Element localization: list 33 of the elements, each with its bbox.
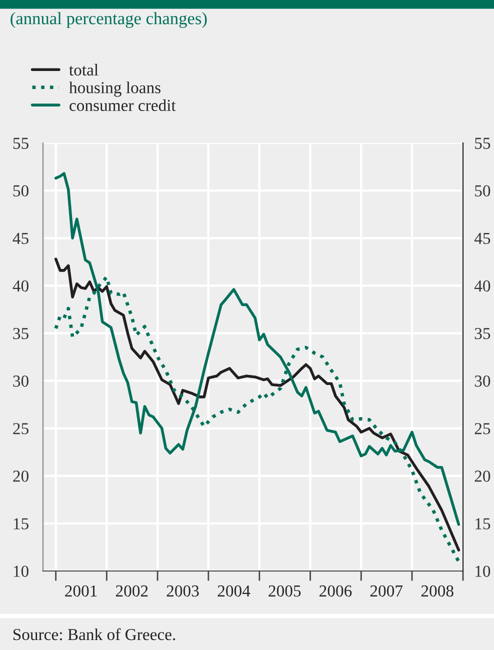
legend-label: housing loans [69, 82, 160, 97]
y2-tick-label: 25 [474, 423, 490, 434]
x-tick-label: 2003 [166, 585, 199, 597]
y-tick-label: 45 [12, 232, 28, 244]
legend-label: consumer credit [70, 99, 176, 112]
x-tick-label: 2001 [65, 585, 97, 597]
y-tick-label: 30 [13, 375, 28, 387]
y-tick-label: 10 [14, 566, 28, 577]
legend-label: total [69, 64, 98, 76]
y-tick-label: 50 [13, 185, 28, 196]
y2-tick-label: 50 [475, 185, 490, 196]
y2-tick-label: 45 [474, 232, 490, 244]
y-tick-label: 40 [12, 280, 28, 292]
y-tick-label: 20 [13, 470, 28, 482]
y2-tick-label: 20 [474, 470, 490, 482]
x-tick-label: 2002 [116, 585, 148, 597]
chart-title: (annual percentage changes) [10, 12, 207, 28]
x-tick-label: 2007 [370, 585, 403, 597]
y2-tick-label: 10 [476, 566, 490, 577]
x-tick-label: 2006 [320, 585, 352, 597]
y-tick-label: 15 [14, 518, 28, 530]
y2-tick-label: 40 [474, 280, 490, 292]
y-tick-label: 35 [13, 328, 28, 340]
y-tick-label: 25 [13, 423, 28, 434]
y2-tick-label: 55 [475, 138, 490, 149]
x-tick-label: 2004 [218, 585, 250, 597]
y-tick-label: 55 [13, 138, 28, 149]
y2-tick-label: 30 [474, 375, 490, 387]
x-tick-label: 2005 [268, 585, 301, 597]
y2-tick-label: 15 [476, 518, 490, 530]
y2-tick-label: 35 [474, 328, 490, 340]
source-note: Source: Bank of Greece. [13, 628, 176, 640]
x-tick-label: 2008 [421, 585, 454, 597]
